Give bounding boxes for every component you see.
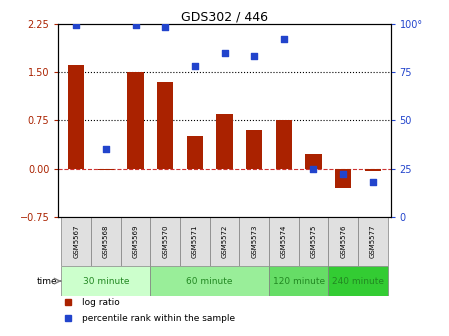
Text: log ratio: log ratio [82,297,119,306]
Bar [128,72,144,169]
Point [162,25,169,30]
Bar [150,266,269,296]
Bar [246,130,262,169]
Bar [299,217,328,266]
Bar [68,66,84,169]
Bar [276,120,292,169]
Bar [269,266,328,296]
Bar [305,154,321,169]
Bar [239,217,269,266]
Bar [210,217,239,266]
Point [191,64,198,69]
Text: GSM5570: GSM5570 [162,225,168,258]
Text: GSM5573: GSM5573 [251,225,257,258]
Bar [62,266,150,296]
Point [132,23,139,28]
Bar [180,217,210,266]
Point [369,179,376,185]
Bar [269,217,299,266]
Bar [335,169,351,188]
Text: 240 minute: 240 minute [332,277,384,286]
Bar [216,114,233,169]
Text: GSM5571: GSM5571 [192,225,198,258]
Point [221,50,228,55]
Bar [328,217,358,266]
Bar [98,169,114,170]
Text: GSM5567: GSM5567 [73,225,79,258]
Text: 30 minute: 30 minute [83,277,129,286]
Text: GSM5576: GSM5576 [340,225,346,258]
Text: GSM5574: GSM5574 [281,225,287,258]
Bar [187,136,203,169]
Point [310,166,317,171]
Bar [62,217,91,266]
Point [280,36,287,42]
Text: time: time [37,277,57,286]
Bar [365,169,381,170]
Bar [91,217,121,266]
Point [102,146,110,152]
Point [251,54,258,59]
Point [73,23,80,28]
Point [339,172,347,177]
Text: GSM5569: GSM5569 [132,225,138,258]
Bar [150,217,180,266]
Text: GSM5577: GSM5577 [370,225,376,258]
Bar [121,217,150,266]
Text: GSM5568: GSM5568 [103,225,109,258]
Bar [328,266,387,296]
Bar [358,217,387,266]
Title: GDS302 / 446: GDS302 / 446 [181,10,268,24]
Text: percentile rank within the sample: percentile rank within the sample [82,314,235,323]
Text: GSM5575: GSM5575 [311,225,317,258]
Text: GSM5572: GSM5572 [221,225,228,258]
Text: 60 minute: 60 minute [186,277,233,286]
Text: 120 minute: 120 minute [273,277,325,286]
Bar [157,82,173,169]
